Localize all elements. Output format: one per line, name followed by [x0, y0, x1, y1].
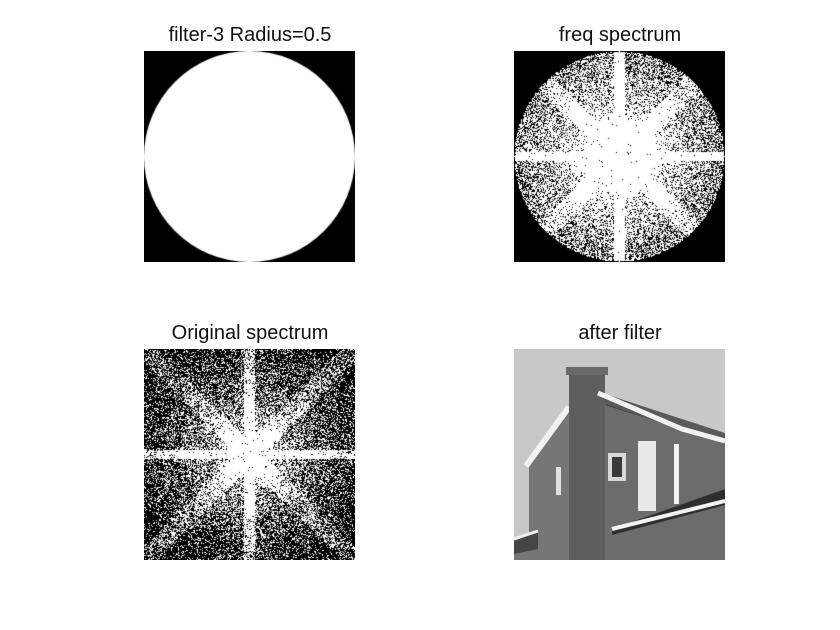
- filter-mask-image: [144, 51, 355, 262]
- side-window: [556, 467, 561, 495]
- garage-roof: [514, 531, 538, 554]
- downspout: [674, 444, 679, 504]
- chimney: [569, 371, 605, 560]
- panel-title-freq-spectrum: freq spectrum: [558, 24, 682, 46]
- roof-trim: [597, 390, 726, 444]
- lower-roof-trim: [611, 499, 726, 531]
- after-filter-image: [513, 349, 726, 560]
- left-wall: [514, 407, 569, 560]
- window-pane: [612, 457, 622, 477]
- filter-mask-canvas: [144, 51, 355, 262]
- freq-spectrum-image: [514, 51, 725, 262]
- freq-spectrum-canvas: [514, 51, 725, 262]
- panel-title-after-filter: after filter: [578, 322, 662, 344]
- panel-title-filter: filter-3 Radius=0.5: [168, 24, 332, 46]
- original-spectrum-image: [144, 349, 355, 560]
- chimney-cap: [566, 367, 608, 375]
- original-spectrum-canvas: [144, 349, 355, 560]
- porch-column: [638, 441, 656, 511]
- house-photo: [513, 349, 726, 560]
- garage-trim: [513, 529, 539, 541]
- left-gable-trim: [523, 405, 572, 468]
- panel-title-original-spectrum: Original spectrum: [171, 322, 329, 344]
